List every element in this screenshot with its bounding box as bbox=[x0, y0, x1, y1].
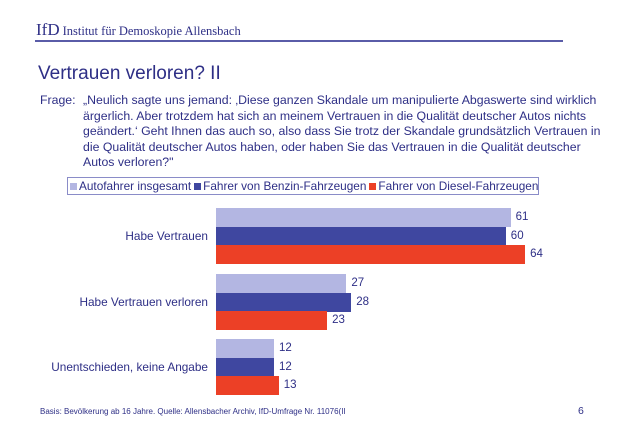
category-label: Unentschieden, keine Angabe bbox=[51, 360, 208, 374]
data-label: 60 bbox=[510, 229, 524, 242]
question-text: „Neulich sagte uns jemand: ‚Diese ganzen… bbox=[83, 93, 601, 170]
category-label: Habe Vertrauen bbox=[125, 229, 208, 243]
page-number: 6 bbox=[578, 405, 584, 417]
data-label: 23 bbox=[332, 314, 345, 327]
bar bbox=[216, 292, 352, 312]
data-label: 27 bbox=[351, 277, 365, 289]
bar bbox=[216, 208, 511, 227]
data-label: 13 bbox=[283, 379, 297, 392]
legend-label: Autofahrer insgesamt bbox=[79, 179, 192, 193]
data-label: 61 bbox=[515, 211, 529, 223]
question-label: Frage: bbox=[40, 93, 76, 107]
institute-logo: IfD Institut für Demoskopie Allensbach bbox=[36, 20, 241, 40]
legend-label: Fahrer von Diesel-Fahrzeugen bbox=[378, 179, 539, 193]
legend-swatch-icon bbox=[70, 182, 77, 190]
page-title: Vertrauen verloren? II bbox=[38, 63, 221, 84]
bar bbox=[216, 376, 279, 396]
legend-item: Autofahrer insgesamt bbox=[70, 179, 191, 193]
bar bbox=[216, 274, 347, 293]
bar bbox=[216, 245, 526, 265]
data-label: 12 bbox=[278, 360, 292, 373]
legend-swatch-icon bbox=[369, 182, 377, 190]
data-label: 64 bbox=[530, 248, 543, 261]
bar bbox=[216, 339, 274, 358]
bar bbox=[216, 357, 274, 377]
bar bbox=[216, 311, 328, 331]
data-label: 12 bbox=[278, 342, 292, 354]
legend-item: Fahrer von Diesel-Fahrzeugen bbox=[369, 179, 538, 193]
source-note: Basis: Bevölkerung ab 16 Jahre. Quelle: … bbox=[40, 407, 346, 416]
bar bbox=[216, 226, 506, 246]
legend-item: Fahrer von Benzin-Fahrzeugen bbox=[194, 179, 366, 193]
legend-swatch-icon bbox=[194, 182, 202, 190]
data-label: 28 bbox=[356, 295, 370, 308]
header-divider bbox=[35, 40, 563, 42]
chart-legend: Autofahrer insgesamt Fahrer von Benzin-F… bbox=[67, 177, 539, 195]
logo-mark: IfD bbox=[36, 20, 60, 39]
institute-name: Institut für Demoskopie Allensbach bbox=[62, 24, 241, 38]
legend-label: Fahrer von Benzin-Fahrzeugen bbox=[203, 179, 367, 193]
category-label: Habe Vertrauen verloren bbox=[79, 295, 208, 309]
